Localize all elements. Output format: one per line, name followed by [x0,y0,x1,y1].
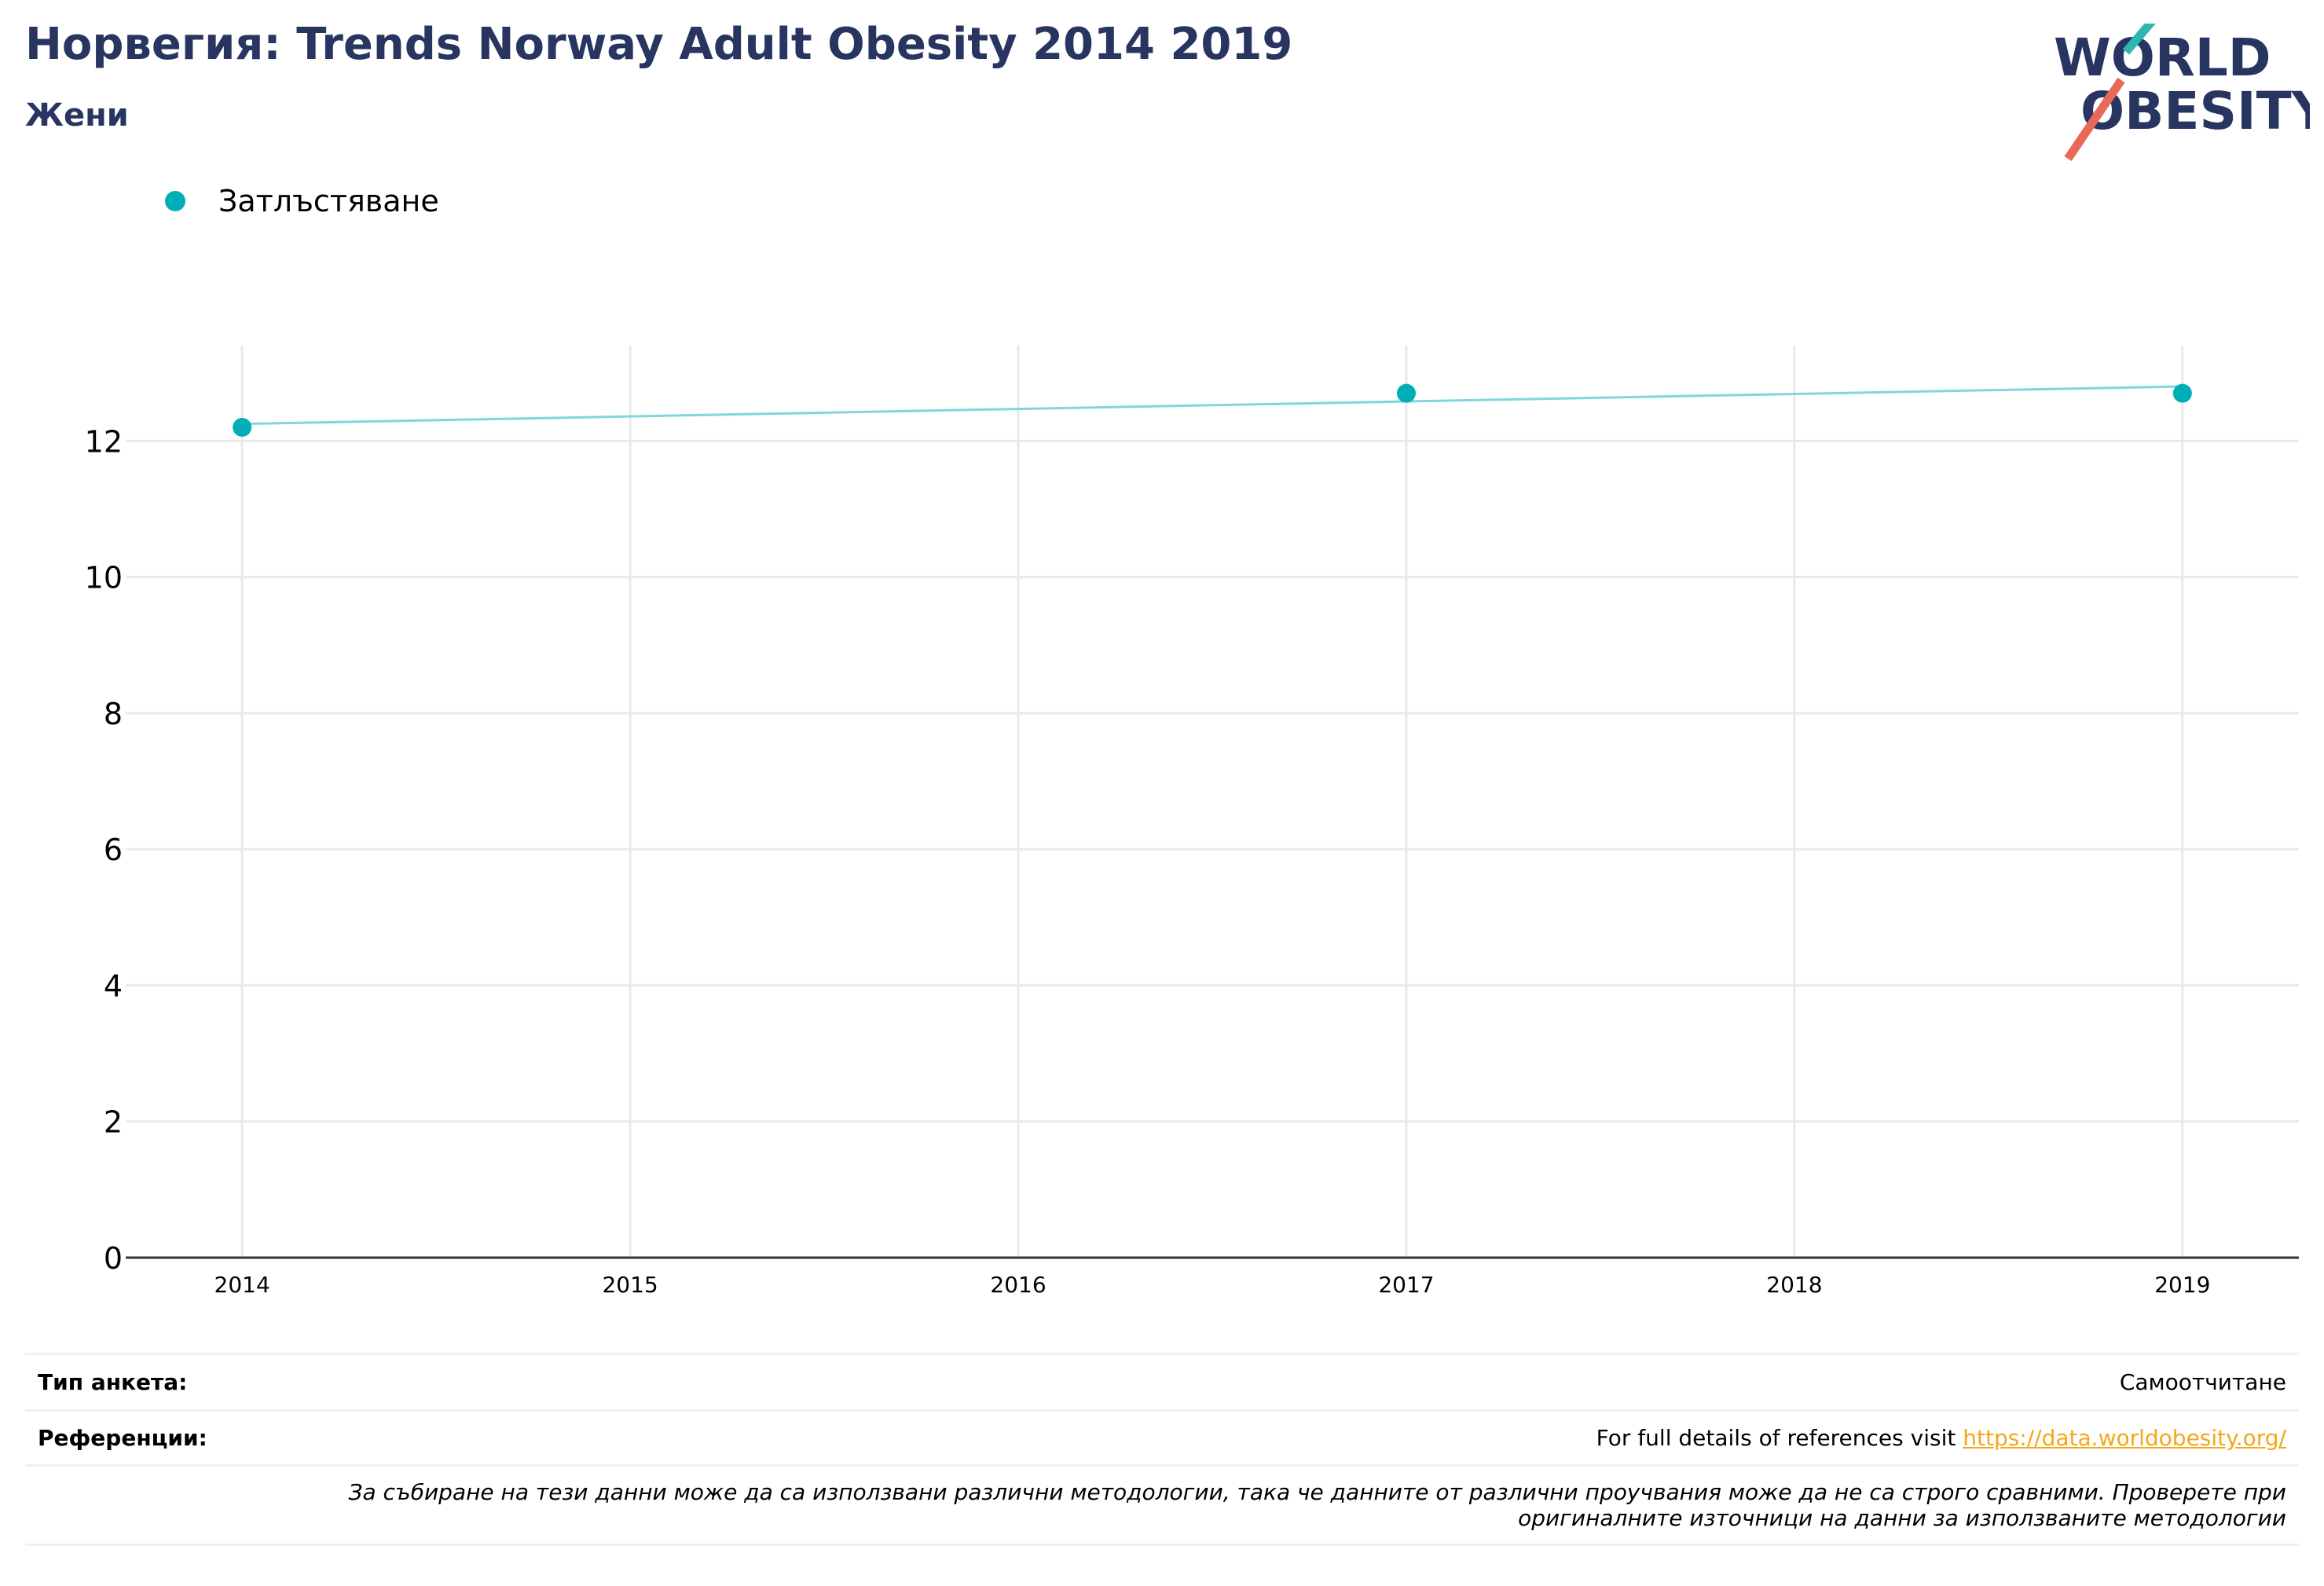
chart-title: Норвегия: Trends Norway Adult Obesity 20… [25,19,1293,70]
y-tick-label: 8 [104,697,123,731]
legend-label-obesity: Затлъстяване [218,184,439,218]
x-tick-label: 2016 [990,1272,1046,1298]
survey-type-value: Самоотчитане [2119,1369,2286,1395]
references-value: For full details of references visit htt… [1596,1425,2286,1451]
chart-plot: 0 2 4 6 8 10 12 2014 2015 2016 2017 2018 2019 [85,346,2299,1298]
world-obesity-logo: WORLD OBESITY [2054,24,2310,162]
trend-line [242,385,2183,426]
methodology-note: За събиране на тези данни може да са изп… [25,1464,2299,1546]
y-tick-label: 4 [104,969,123,1003]
y-tick-label: 10 [85,561,123,595]
references-link[interactable]: https://data.worldobesity.org/ [1963,1425,2286,1451]
survey-type-row: Тип анкета: Самоотчитане [25,1353,2299,1409]
chart-subtitle: Жени [25,97,129,134]
x-tick-label: 2017 [1378,1272,1434,1298]
logo-text-world: WORLD [2054,27,2271,88]
chart-footer: Тип анкета: Самоотчитане Референции: For… [25,1353,2299,1546]
data-point [2172,383,2192,403]
references-row: Референции: For full details of referenc… [25,1409,2299,1464]
logo-teal-slash [2122,24,2156,55]
chart-legend[interactable]: Затлъстяване [165,184,439,218]
x-tick-label: 2014 [214,1272,270,1298]
methodology-note-line2: оригиналните източници на данни за изпол… [1518,1505,2286,1531]
legend-marker-obesity [165,191,185,211]
x-tick-label: 2015 [602,1272,658,1298]
y-tick-label: 0 [104,1241,123,1276]
y-tick-label: 12 [85,424,123,459]
y-tick-label: 6 [104,833,123,867]
data-point [1396,383,1416,403]
y-tick-label: 2 [104,1105,123,1140]
references-text: For full details of references visit [1596,1425,1963,1451]
methodology-note-line1: За събиране на тези данни може да са изп… [348,1479,2287,1505]
survey-type-label: Тип анкета: [38,1369,188,1395]
references-label: Референции: [38,1425,207,1451]
data-point [233,417,252,437]
x-tick-label: 2018 [1766,1272,1822,1298]
logo-red-slash [2064,77,2125,162]
x-tick-label: 2019 [2154,1272,2210,1298]
